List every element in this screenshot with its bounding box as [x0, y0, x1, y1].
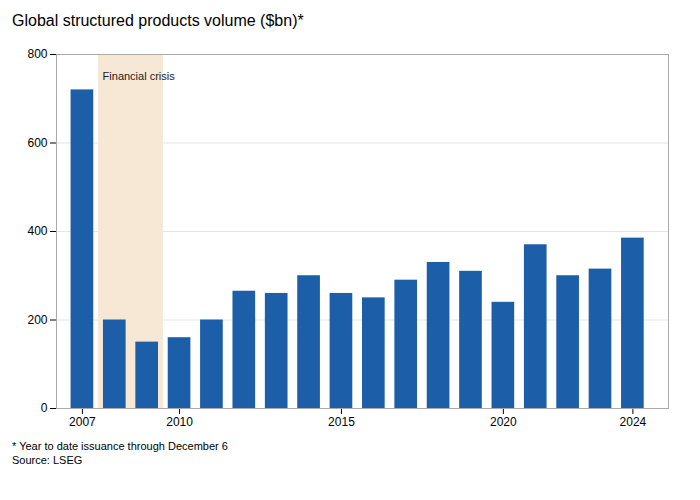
html-text:Source: LSEG: Source: LSEG — [12, 454, 83, 466]
svg-text:800: 800 — [27, 47, 47, 61]
html-text:* Year to date issuance throug: * Year to date issuance through December… — [12, 440, 228, 452]
svg-text:2020: 2020 — [490, 415, 517, 429]
svg-text:2015: 2015 — [328, 415, 355, 429]
svg-text:2007: 2007 — [69, 415, 96, 429]
svg-text:600: 600 — [27, 136, 47, 150]
svg-text:200: 200 — [27, 313, 47, 327]
svg-text:Financial crisis: Financial crisis — [103, 70, 176, 82]
svg-text:2024: 2024 — [620, 415, 647, 429]
svg-text:400: 400 — [27, 224, 47, 238]
svg-text:2010: 2010 — [166, 415, 193, 429]
html-text:Global structured products vol: Global structured products volume ($bn)* — [12, 12, 304, 29]
svg-text:0: 0 — [41, 401, 48, 415]
